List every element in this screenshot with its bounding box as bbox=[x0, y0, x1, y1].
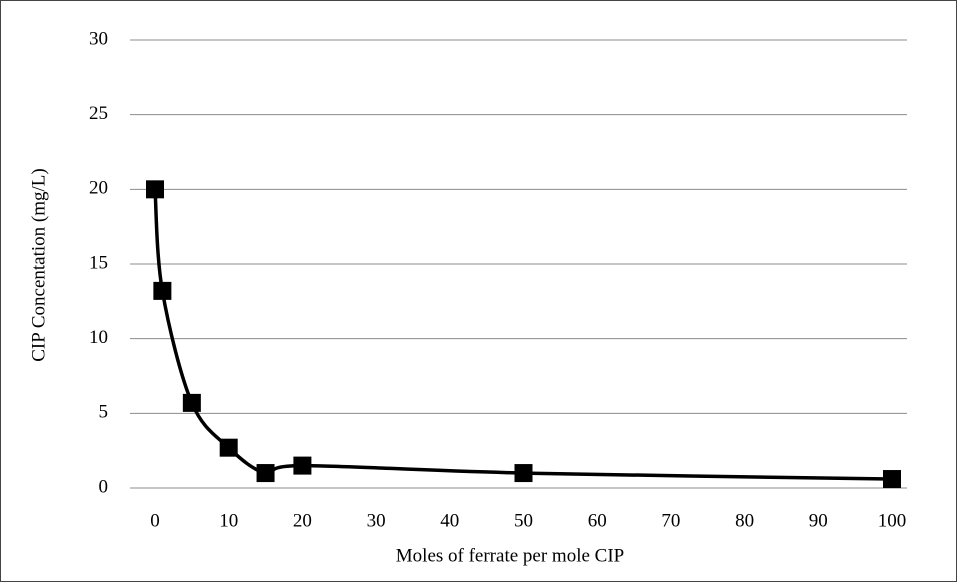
marker bbox=[256, 464, 275, 483]
x-tick-label: 10 bbox=[219, 510, 238, 531]
x-tick-label: 80 bbox=[735, 510, 754, 531]
x-tick-label: 30 bbox=[367, 510, 386, 531]
marker bbox=[293, 456, 312, 475]
x-tick-label: 50 bbox=[514, 510, 533, 531]
y-axis-label: CIP Concentation (mg/L) bbox=[28, 168, 49, 362]
x-tick-label: 40 bbox=[440, 510, 459, 531]
marker bbox=[514, 464, 533, 483]
marker bbox=[153, 281, 172, 300]
marker bbox=[219, 438, 238, 457]
y-tick-label: 5 bbox=[99, 402, 109, 423]
y-tick-label: 25 bbox=[89, 103, 108, 124]
y-tick-label: 20 bbox=[89, 178, 108, 199]
x-tick-label: 90 bbox=[809, 510, 828, 531]
x-axis-label: Moles of ferrate per mole CIP bbox=[396, 545, 624, 566]
x-tick-label: 70 bbox=[661, 510, 680, 531]
y-tick-label: 0 bbox=[99, 476, 109, 497]
marker bbox=[883, 470, 901, 489]
x-tick-label: 0 bbox=[150, 510, 160, 531]
y-tick-label: 10 bbox=[89, 327, 108, 348]
x-tick-label: 20 bbox=[293, 510, 312, 531]
x-tick-label: 60 bbox=[588, 510, 607, 531]
y-tick-label: 15 bbox=[89, 252, 108, 273]
marker bbox=[146, 180, 164, 199]
y-tick-label: 30 bbox=[89, 28, 108, 49]
x-tick-label: 100 bbox=[878, 510, 907, 531]
marker bbox=[182, 393, 201, 412]
